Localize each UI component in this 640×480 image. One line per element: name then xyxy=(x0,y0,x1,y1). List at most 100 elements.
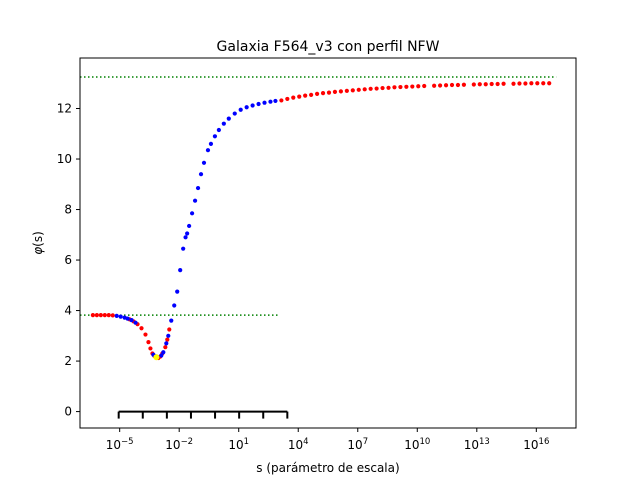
red-data-point xyxy=(462,83,466,87)
red-data-point xyxy=(404,85,408,89)
red-data-point xyxy=(422,84,426,88)
blue-data-point xyxy=(119,315,123,319)
red-data-point xyxy=(541,81,545,85)
blue-data-point xyxy=(164,341,168,345)
x-axis-label: s (parámetro de escala) xyxy=(256,461,399,475)
blue-data-point xyxy=(209,142,213,146)
red-data-point xyxy=(309,93,313,97)
x-tick-label-base: 10 xyxy=(288,438,303,452)
red-data-point xyxy=(547,81,551,85)
red-data-point xyxy=(478,82,482,86)
blue-data-point xyxy=(126,317,130,321)
red-data-point xyxy=(279,98,283,102)
blue-data-point xyxy=(187,224,191,228)
blue-data-point xyxy=(199,172,203,176)
blue-data-point xyxy=(166,334,170,338)
blue-data-point xyxy=(202,161,206,165)
red-data-point xyxy=(163,345,167,349)
blue-data-point xyxy=(206,148,210,152)
red-data-point xyxy=(398,85,402,89)
blue-data-point xyxy=(239,108,243,112)
red-data-point xyxy=(535,81,539,85)
red-data-point xyxy=(438,83,442,87)
x-tick-label-base: 10 xyxy=(106,438,121,452)
red-data-point xyxy=(103,313,107,317)
blue-data-point xyxy=(273,99,277,103)
x-tick-label-exponent: 1 xyxy=(244,437,249,447)
red-data-point xyxy=(450,83,454,87)
x-tick-label-base: 10 xyxy=(523,438,538,452)
red-data-point xyxy=(333,90,337,94)
red-data-point xyxy=(148,346,152,350)
red-data-point xyxy=(369,87,373,91)
x-tick-label-exponent: −5 xyxy=(121,437,134,447)
y-axis-label-symbol: φ xyxy=(31,247,45,255)
red-data-point xyxy=(496,82,500,86)
red-data-point xyxy=(380,86,384,90)
x-tick-label-base: 10 xyxy=(165,438,180,452)
x-tick-label-exponent: 16 xyxy=(539,437,550,447)
red-data-point xyxy=(517,81,521,85)
y-tick-label: 0 xyxy=(64,405,72,419)
red-data-point xyxy=(99,313,103,317)
red-data-point xyxy=(95,313,99,317)
red-data-point xyxy=(285,97,289,101)
y-tick-label: 6 xyxy=(64,253,72,267)
blue-data-point xyxy=(245,105,249,109)
blue-data-point xyxy=(193,199,197,203)
red-data-point xyxy=(410,84,414,88)
red-data-point xyxy=(357,88,361,92)
red-data-point xyxy=(165,338,169,342)
red-data-point xyxy=(529,81,533,85)
blue-data-point xyxy=(222,122,226,126)
red-data-point xyxy=(392,85,396,89)
blue-data-point xyxy=(175,290,179,294)
red-data-point xyxy=(339,89,343,93)
blue-data-point xyxy=(213,134,217,138)
red-data-point xyxy=(111,313,115,317)
blue-data-point xyxy=(256,102,260,106)
y-tick-label: 2 xyxy=(64,354,72,368)
chart-title: Galaxia F564_v3 con perfil NFW xyxy=(217,39,440,55)
blue-data-point xyxy=(161,350,165,354)
red-data-point xyxy=(107,313,111,317)
x-tick-label-exponent: 10 xyxy=(420,437,431,447)
blue-data-point xyxy=(196,186,200,190)
red-data-point xyxy=(91,313,95,317)
red-data-point xyxy=(490,82,494,86)
red-data-point xyxy=(432,84,436,88)
x-tick-label-base: 10 xyxy=(464,438,479,452)
blue-data-point xyxy=(185,231,189,235)
blue-data-point xyxy=(227,117,231,121)
red-data-point xyxy=(297,95,301,99)
blue-data-point xyxy=(268,100,272,104)
red-data-point xyxy=(416,84,420,88)
x-tick-label-base: 10 xyxy=(347,438,362,452)
blue-data-point xyxy=(183,235,187,239)
red-data-point xyxy=(315,92,319,96)
minimum-marker xyxy=(153,354,159,360)
red-data-point xyxy=(303,94,307,98)
x-tick-label-exponent: −2 xyxy=(181,437,194,447)
red-data-point xyxy=(291,96,295,100)
blue-data-point xyxy=(115,314,119,318)
red-data-point xyxy=(444,83,448,87)
red-data-point xyxy=(472,82,476,86)
x-tick-label-base: 10 xyxy=(228,438,243,452)
y-axis-label: φ(s) xyxy=(31,231,45,255)
red-data-point xyxy=(146,340,150,344)
blue-data-point xyxy=(178,268,182,272)
blue-data-point xyxy=(172,303,176,307)
red-data-point xyxy=(345,89,349,93)
red-data-point xyxy=(456,83,460,87)
blue-data-point xyxy=(133,321,137,325)
x-tick-label-exponent: 7 xyxy=(363,437,368,447)
red-data-point xyxy=(501,82,505,86)
y-tick-label: 8 xyxy=(64,203,72,217)
y-axis-label-argument: (s) xyxy=(31,231,45,247)
red-data-point xyxy=(375,86,379,90)
red-data-point xyxy=(167,327,171,331)
y-tick-label: 4 xyxy=(64,304,72,318)
